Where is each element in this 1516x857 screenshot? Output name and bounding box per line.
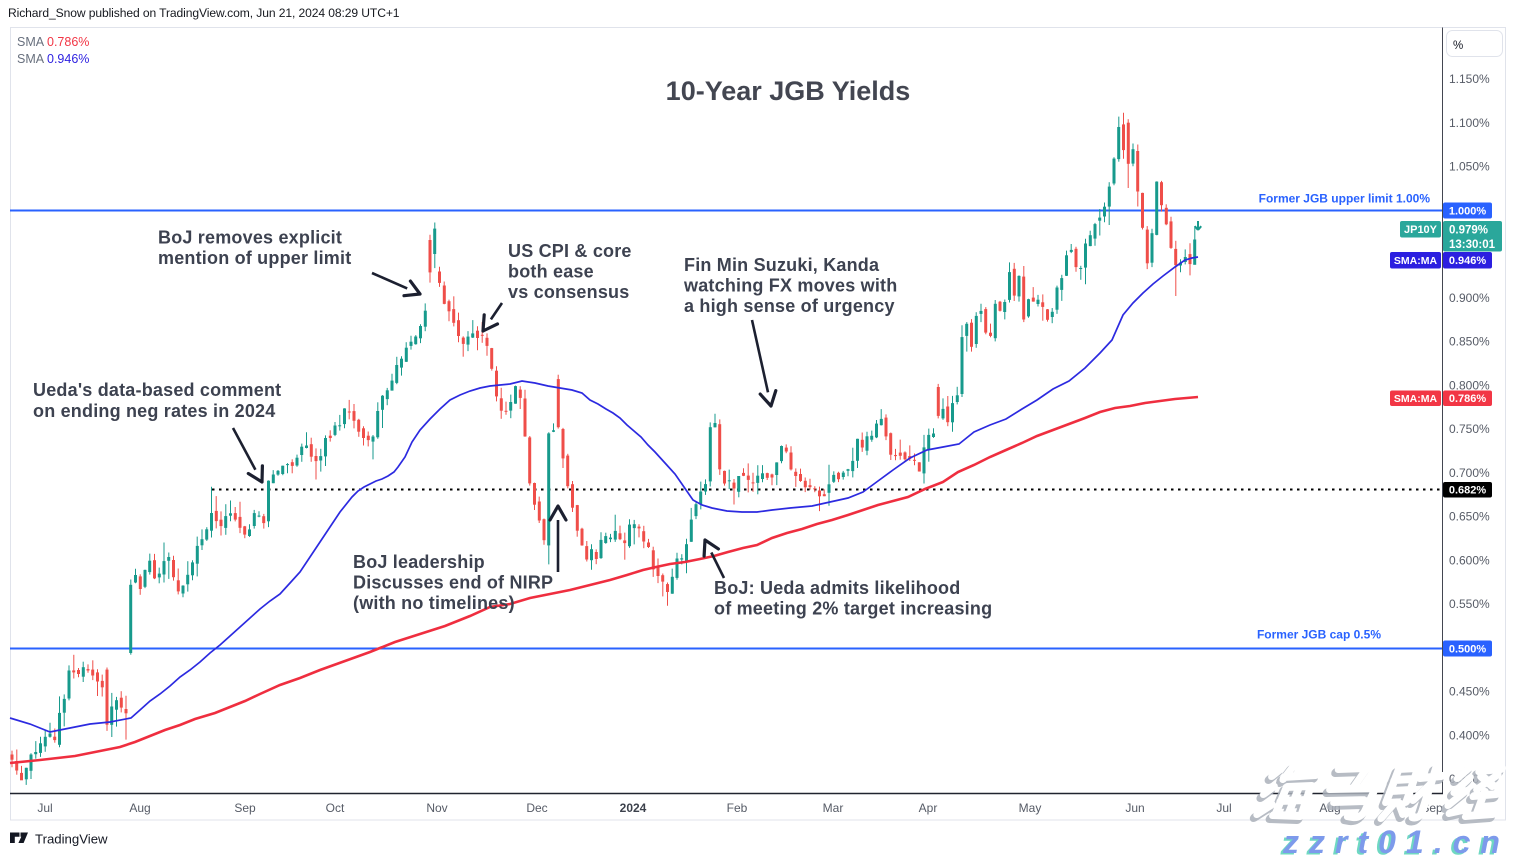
svg-text:SMA:MA: SMA:MA	[1394, 393, 1438, 405]
svg-text:Oct: Oct	[326, 801, 345, 815]
svg-text:vs consensus: vs consensus	[508, 282, 629, 302]
svg-text:Discusses end of NIRP: Discusses end of NIRP	[353, 573, 553, 593]
svg-text:both ease: both ease	[508, 262, 594, 282]
svg-text:13:30:01: 13:30:01	[1449, 239, 1496, 251]
svg-text:mention of upper limit: mention of upper limit	[158, 248, 351, 268]
svg-text:0.800%: 0.800%	[1449, 379, 1490, 393]
svg-text:Jul: Jul	[37, 801, 52, 815]
svg-text:watching FX moves with: watching FX moves with	[683, 276, 897, 296]
svg-text:0.682%: 0.682%	[1449, 485, 1487, 497]
svg-text:0.450%: 0.450%	[1449, 685, 1490, 699]
svg-text:Nov: Nov	[426, 801, 447, 815]
svg-text:1.100%: 1.100%	[1449, 116, 1490, 130]
svg-text:BoJ: Ueda admits likelihood: BoJ: Ueda admits likelihood	[714, 578, 960, 598]
svg-text:on ending neg rates in 2024: on ending neg rates in 2024	[33, 401, 275, 421]
svg-text:10-Year JGB Yields: 10-Year JGB Yields	[666, 76, 911, 106]
svg-text:0.786%: 0.786%	[1449, 393, 1487, 405]
svg-text:JP10Y: JP10Y	[1404, 224, 1438, 236]
svg-text:Fin Min Suzuki, Kanda: Fin Min Suzuki, Kanda	[684, 255, 880, 275]
svg-text:TradingView: TradingView	[35, 832, 108, 847]
svg-text:%: %	[1453, 40, 1463, 52]
svg-text:Jul: Jul	[1216, 801, 1231, 815]
svg-text:(with no timelines): (with no timelines)	[353, 593, 515, 613]
svg-text:2024: 2024	[620, 801, 647, 815]
svg-text:0.850%: 0.850%	[1449, 335, 1490, 349]
svg-text:Ueda's data-based comment: Ueda's data-based comment	[33, 380, 281, 400]
svg-text:BoJ removes explicit: BoJ removes explicit	[158, 228, 342, 248]
svg-text:0.946%: 0.946%	[47, 52, 89, 66]
svg-text:Former JGB cap 0.5%: Former JGB cap 0.5%	[1257, 628, 1381, 642]
svg-text:0.946%: 0.946%	[1449, 255, 1487, 267]
svg-text:Feb: Feb	[727, 801, 748, 815]
svg-text:Mar: Mar	[823, 801, 844, 815]
svg-text:Aug: Aug	[129, 801, 150, 815]
svg-text:1.150%: 1.150%	[1449, 72, 1490, 86]
svg-text:0.750%: 0.750%	[1449, 422, 1490, 436]
svg-text:0.600%: 0.600%	[1449, 554, 1490, 568]
svg-text:0.500%: 0.500%	[1449, 643, 1487, 655]
svg-text:SMA: SMA	[17, 35, 45, 49]
svg-text:US CPI & core: US CPI & core	[508, 241, 632, 261]
svg-text:SMA:MA: SMA:MA	[1394, 255, 1438, 267]
svg-text:Dec: Dec	[526, 801, 547, 815]
svg-text:zzrt01.cn: zzrt01.cn	[1282, 824, 1510, 857]
svg-text:of meeting 2% target increasin: of meeting 2% target increasing	[714, 599, 992, 619]
svg-text:0.900%: 0.900%	[1449, 291, 1490, 305]
svg-text:1.050%: 1.050%	[1449, 160, 1490, 174]
svg-text:1.000%: 1.000%	[1449, 205, 1487, 217]
svg-text:a high sense of urgency: a high sense of urgency	[684, 296, 895, 316]
svg-text:BoJ leadership: BoJ leadership	[353, 552, 485, 572]
svg-text:Jun: Jun	[1125, 801, 1144, 815]
svg-text:SMA: SMA	[17, 52, 45, 66]
svg-text:Sep: Sep	[234, 801, 256, 815]
svg-text:0.400%: 0.400%	[1449, 729, 1490, 743]
svg-text:0.650%: 0.650%	[1449, 510, 1490, 524]
svg-text:zzrt01.cn: zzrt01.cn	[1280, 826, 1508, 857]
svg-text:Apr: Apr	[919, 801, 938, 815]
svg-text:0.550%: 0.550%	[1449, 597, 1490, 611]
svg-text:0.786%: 0.786%	[47, 35, 89, 49]
svg-text:May: May	[1019, 801, 1042, 815]
svg-text:0.979%: 0.979%	[1449, 225, 1488, 237]
svg-text:Former JGB upper limit 1.00%: Former JGB upper limit 1.00%	[1259, 192, 1431, 206]
svg-text:0.700%: 0.700%	[1449, 466, 1490, 480]
